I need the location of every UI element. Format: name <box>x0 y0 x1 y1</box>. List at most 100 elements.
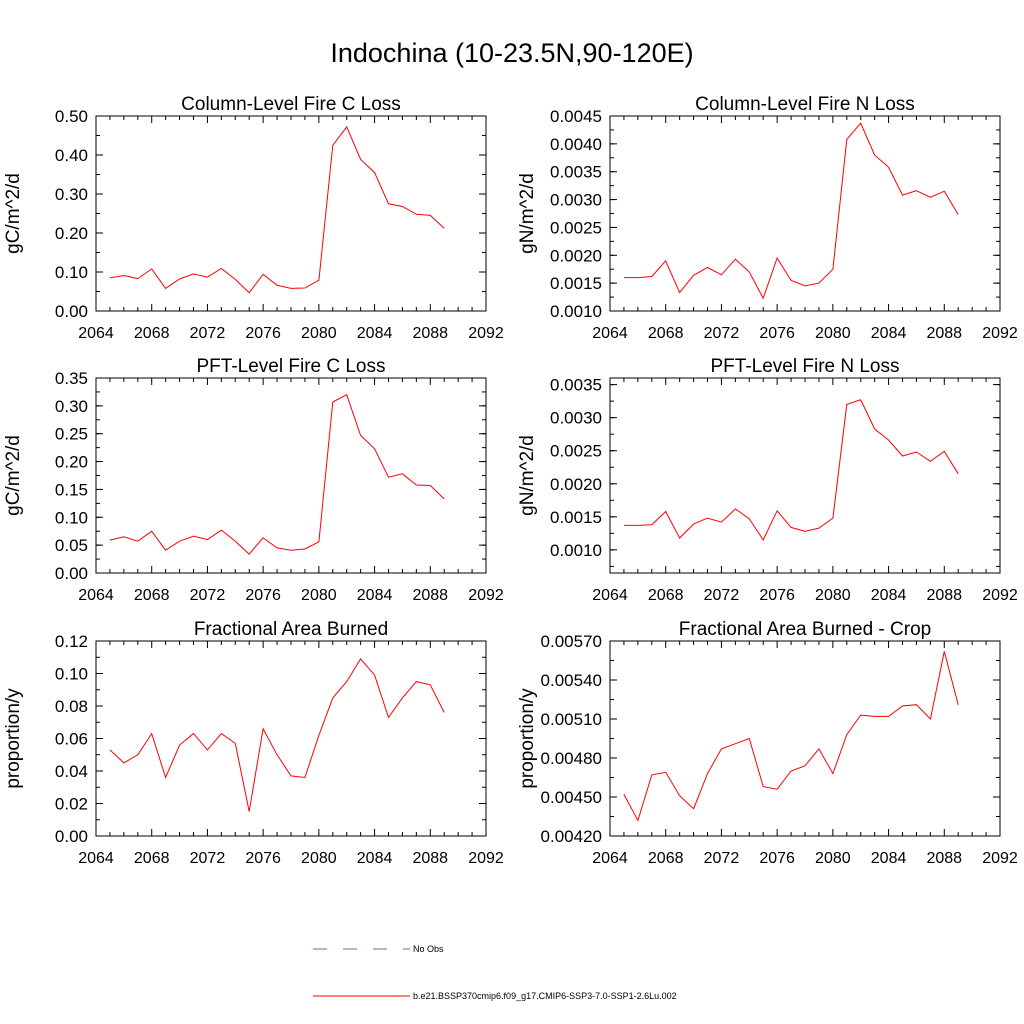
x-tick-label: 2092 <box>982 587 1018 604</box>
x-tick-label: 2072 <box>704 587 740 604</box>
plot-frame <box>609 640 1001 837</box>
chart-panel-1: Column-Level Fire C Loss gC/m^2/d 2064 2068… <box>3 94 504 342</box>
x-tick-label: 2080 <box>815 850 851 867</box>
y-tick-label: 0.35 <box>55 369 88 388</box>
y-tick-label: 0.40 <box>55 146 88 165</box>
y-tick-label: 0.0025 <box>550 442 602 461</box>
y-tick-label: 0.0035 <box>550 376 602 395</box>
chart-title: PFT-Level Fire N Loss <box>711 356 900 377</box>
x-tick-label: 2084 <box>871 850 907 867</box>
page-title: Indochina (10-23.5N,90-120E) <box>330 38 694 68</box>
legend: No Obs b.e21.BSSP370cmip6.f09_g17.CMIP6-S… <box>313 944 677 1001</box>
chart-panel-6: Fractional Area Burned - Crop proportion/… <box>517 619 1018 867</box>
x-tick-label: 2072 <box>190 850 226 867</box>
y-tick-label: 0.20 <box>55 224 88 243</box>
x-tick-label: 2092 <box>982 325 1018 342</box>
chart-title: Column-Level Fire C Loss <box>181 94 401 115</box>
x-tick-label: 2092 <box>468 850 504 867</box>
x-tick-label: 2076 <box>245 587 281 604</box>
y-tick-label: 0.0035 <box>550 163 602 182</box>
series-line <box>109 658 445 812</box>
plot-frame <box>609 115 1001 312</box>
x-tick-label: 2068 <box>648 850 684 867</box>
x-tick-label: 2080 <box>301 325 337 342</box>
x-tick-label: 2092 <box>468 325 504 342</box>
chart-title: Fractional Area Burned <box>194 619 388 640</box>
legend-label-2: b.e21.BSSP370cmip6.f09_g17.CMIP6-SSP3-7.… <box>413 991 677 1001</box>
x-tick-label: 2072 <box>704 325 740 342</box>
y-tick-label: 0.0030 <box>550 191 602 210</box>
y-tick-label: 0.00540 <box>541 671 602 690</box>
x-tick-label: 2072 <box>190 587 226 604</box>
y-axis-label: proportion/y <box>517 688 538 789</box>
series-line <box>623 399 959 541</box>
x-tick-label: 2080 <box>815 325 851 342</box>
chart-panel-3: PFT-Level Fire C Loss gC/m^2/d 2064 2068 207… <box>3 356 504 604</box>
x-tick-label: 2084 <box>357 325 393 342</box>
series-line <box>109 125 445 294</box>
x-tick-label: 2068 <box>648 325 684 342</box>
chart-title: PFT-Level Fire C Loss <box>197 356 386 377</box>
y-tick-label: 0.00420 <box>541 827 602 846</box>
x-tick-label: 2088 <box>926 850 962 867</box>
series-line <box>109 393 445 555</box>
x-tick-label: 2084 <box>357 587 393 604</box>
y-tick-label: 0.0010 <box>550 541 602 560</box>
x-tick-label: 2072 <box>704 850 740 867</box>
y-tick-label: 0.05 <box>55 536 88 555</box>
x-tick-label: 2088 <box>412 325 448 342</box>
y-tick-label: 0.00480 <box>541 749 602 768</box>
y-tick-label: 0.0020 <box>550 246 602 265</box>
y-tick-label: 0.00 <box>55 564 88 583</box>
plot-frame <box>95 115 487 312</box>
x-tick-label: 2072 <box>190 325 226 342</box>
x-tick-label: 2076 <box>759 850 795 867</box>
y-tick-label: 0.00450 <box>541 788 602 807</box>
y-axis-label: gN/m^2/d <box>517 173 538 254</box>
chart-panel-4: PFT-Level Fire N Loss gN/m^2/d 2064 2068 207… <box>517 356 1018 604</box>
x-tick-label: 2068 <box>648 587 684 604</box>
x-tick-label: 2064 <box>592 587 628 604</box>
y-tick-label: 0.04 <box>55 762 88 781</box>
x-tick-label: 2088 <box>926 587 962 604</box>
y-tick-label: 0.00510 <box>541 710 602 729</box>
y-axis-label: gC/m^2/d <box>3 173 24 254</box>
y-tick-label: 0.08 <box>55 697 88 716</box>
chart-panel-5: Fractional Area Burned proportion/y 2064 20… <box>3 619 504 867</box>
y-tick-label: 0.12 <box>55 632 88 651</box>
x-tick-label: 2080 <box>301 850 337 867</box>
series-line <box>623 651 959 822</box>
x-tick-label: 2076 <box>245 850 281 867</box>
x-tick-label: 2084 <box>357 850 393 867</box>
y-tick-label: 0.20 <box>55 453 88 472</box>
y-tick-label: 0.10 <box>55 508 88 527</box>
x-tick-label: 2064 <box>78 325 114 342</box>
y-tick-label: 0.00 <box>55 302 88 321</box>
x-tick-label: 2088 <box>412 850 448 867</box>
y-axis-label: gN/m^2/d <box>517 435 538 516</box>
y-tick-label: 0.0045 <box>550 107 602 126</box>
y-tick-label: 0.0015 <box>550 508 602 527</box>
plot-frame <box>95 640 487 837</box>
x-tick-label: 2064 <box>78 587 114 604</box>
x-tick-label: 2092 <box>468 587 504 604</box>
y-tick-label: 0.10 <box>55 263 88 282</box>
x-tick-label: 2068 <box>134 325 170 342</box>
y-tick-label: 0.0015 <box>550 274 602 293</box>
x-tick-label: 2064 <box>592 325 628 342</box>
x-tick-label: 2084 <box>871 325 907 342</box>
legend-label-1: No Obs <box>413 944 444 954</box>
chart-title: Column-Level Fire N Loss <box>695 94 915 115</box>
y-tick-label: 0.30 <box>55 185 88 204</box>
chart-panel-2: Column-Level Fire N Loss gN/m^2/d 2064 2068… <box>517 94 1018 342</box>
y-tick-label: 0.00570 <box>541 632 602 651</box>
y-tick-label: 0.02 <box>55 795 88 814</box>
y-tick-label: 0.15 <box>55 480 88 499</box>
y-tick-label: 0.25 <box>55 425 88 444</box>
x-tick-label: 2076 <box>759 325 795 342</box>
x-tick-label: 2068 <box>134 850 170 867</box>
x-tick-label: 2088 <box>926 325 962 342</box>
y-tick-label: 0.30 <box>55 397 88 416</box>
y-tick-label: 0.06 <box>55 730 88 749</box>
